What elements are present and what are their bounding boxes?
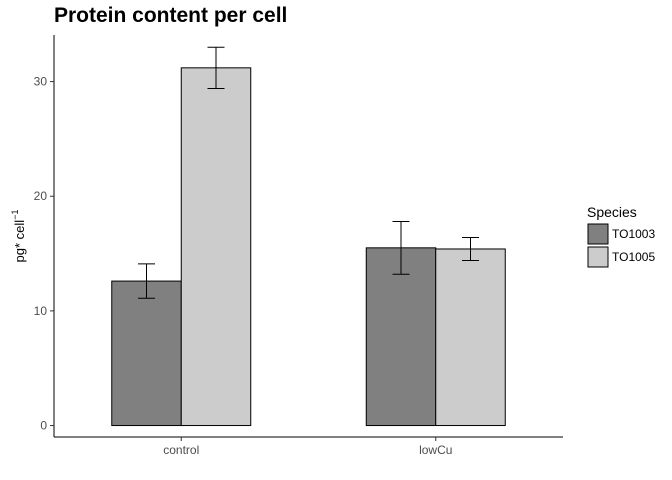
y-tick-label: 20 [34,189,48,203]
y-tick-label: 30 [34,75,48,89]
bar-to1003-lowcu [365,247,437,427]
bar-to1003-control [111,280,182,427]
y-axis: 0 10 20 30 [34,35,55,437]
y-axis-title-text: pg* cell [12,220,27,263]
x-tick-label: control [163,443,199,457]
x-axis: control lowCu [54,436,563,457]
bar-to1005-lowcu [435,248,506,427]
legend-key-to1003 [587,223,609,245]
y-tick-label: 0 [40,419,47,433]
x-tick-label: lowCu [419,443,452,457]
chart-title: Protein content per cell [54,4,287,27]
bar-to1005-control [180,67,252,427]
y-axis-title: pg* cell−1 [10,210,27,263]
y-axis-title-superscript: −1 [10,210,20,220]
y-tick-label: 10 [34,304,48,318]
plot-area [111,46,506,427]
legend-label: TO1005 [612,250,655,264]
legend-title: Species [587,204,637,220]
legend: Species TO1003 TO1005 [587,204,655,268]
legend-key-to1005 [587,246,609,268]
legend-label: TO1003 [612,227,655,241]
